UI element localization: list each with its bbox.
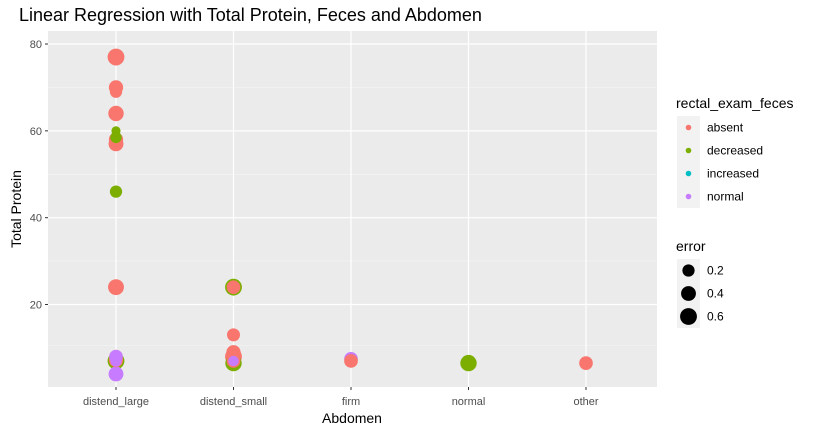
legend-swatch <box>685 147 692 154</box>
x-tick-label: distend_small <box>200 396 267 408</box>
color-legend: rectal_exam_feces absent decreased increas… <box>676 95 794 208</box>
y-tick-label: 20 <box>30 300 42 312</box>
legend-size-marker <box>682 264 695 277</box>
data-point <box>110 355 122 367</box>
data-points <box>107 48 593 382</box>
size-legend-title: error <box>676 238 706 254</box>
legend-size-marker <box>680 308 697 325</box>
grid-minor <box>48 87 657 347</box>
legend-label: 0.6 <box>707 310 724 324</box>
data-point <box>110 131 122 144</box>
data-point <box>344 354 358 368</box>
legend-label: 0.4 <box>707 287 724 301</box>
y-tick-label: 40 <box>30 213 42 225</box>
data-point <box>108 279 124 296</box>
legend-label: increased <box>707 167 759 181</box>
data-point <box>111 126 121 136</box>
color-legend-title: rectal_exam_feces <box>676 95 794 111</box>
data-point <box>109 185 123 198</box>
data-point <box>108 105 124 122</box>
legend-size-marker <box>681 286 696 301</box>
x-tick-label: distend_large <box>83 396 149 408</box>
x-axis-ticks: distend_large distend_small firm normal othe… <box>83 387 599 408</box>
data-point <box>228 355 239 367</box>
data-point <box>109 85 123 98</box>
legend-swatch <box>685 170 692 177</box>
legend-label: 0.2 <box>707 264 724 278</box>
x-axis-title: Abdomen <box>322 410 382 426</box>
y-tick-label: 60 <box>30 126 42 138</box>
data-point <box>460 354 477 372</box>
y-axis-ticks: 20 40 60 80 <box>30 39 48 312</box>
data-point <box>579 356 593 370</box>
plot-panel <box>48 31 657 387</box>
y-axis-title: Total Protein <box>8 170 24 248</box>
y-tick-label: 80 <box>30 39 42 51</box>
data-point <box>108 366 124 382</box>
x-tick-label: other <box>573 396 598 408</box>
data-point <box>226 280 241 294</box>
x-tick-label: normal <box>452 396 486 408</box>
legend-label: decreased <box>707 144 763 158</box>
chart-title: Linear Regression with Total Protein, Fe… <box>19 5 482 25</box>
data-point <box>227 328 240 342</box>
legend-swatch <box>685 193 692 200</box>
legend-label: normal <box>707 190 744 204</box>
x-tick-label: firm <box>342 396 360 408</box>
size-legend: error 0.2 0.4 0.6 <box>676 238 724 328</box>
legend-label: absent <box>707 121 744 135</box>
legend-swatch <box>685 124 692 131</box>
data-point <box>107 48 125 66</box>
